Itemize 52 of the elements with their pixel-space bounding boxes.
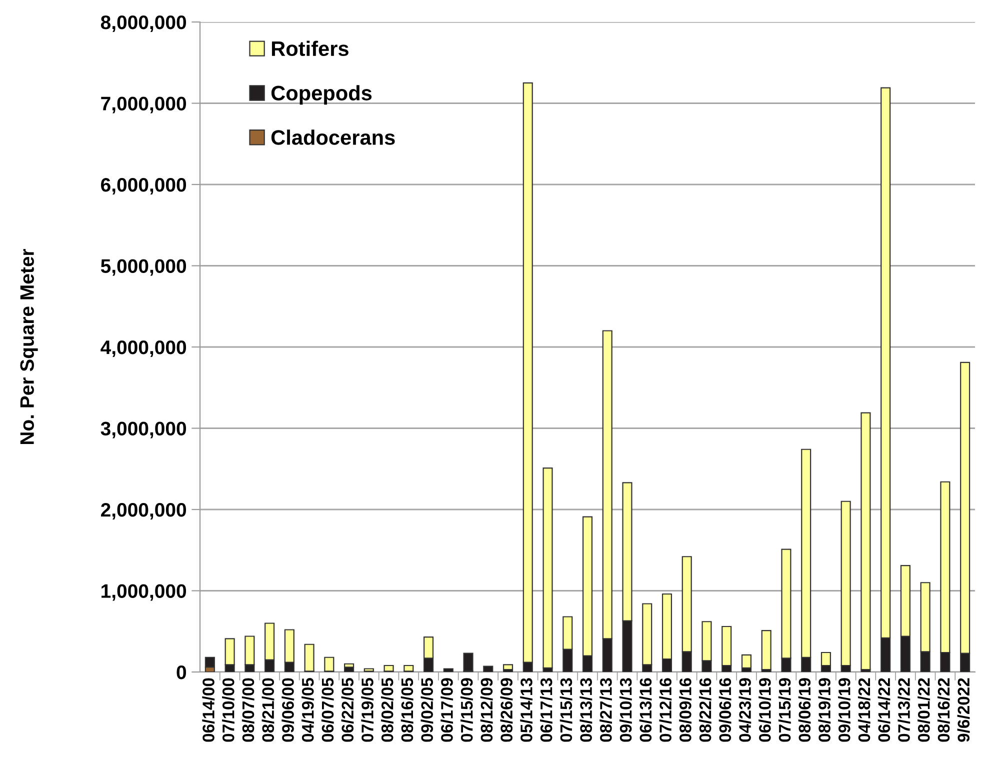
- x-tick-label: 07/12/16: [659, 678, 672, 742]
- legend-label: Rotifers: [272, 40, 348, 56]
- x-tick-label: 08/21/00: [262, 678, 274, 742]
- x-tick-label: 04/19/05: [302, 678, 314, 742]
- x-tick-label: 08/16/22: [937, 678, 950, 742]
- x-tick-label: 08/26/09: [500, 678, 513, 742]
- x-tick-label: 09/10/13: [619, 678, 632, 742]
- y-tick-label: 3,000,000: [100, 422, 186, 438]
- x-tick-label: 08/13/13: [580, 678, 592, 742]
- x-tick-label: 06/14/22: [878, 678, 890, 742]
- y-tick-label: 6,000,000: [101, 178, 186, 195]
- x-tick-label: 06/14/00: [202, 678, 215, 742]
- y-tick-label: 5,000,000: [100, 259, 186, 276]
- x-tick-label: 09/06/16: [718, 678, 732, 742]
- x-tick-label: 06/17/09: [440, 678, 454, 742]
- x-tick-label: 09/06/00: [282, 678, 294, 742]
- x-tick-label: 08/07/00: [242, 678, 254, 742]
- x-tick-label: 07/19/05: [361, 678, 374, 742]
- y-axis-title: No. Per Square Meter: [20, 248, 38, 444]
- y-tick-label: 7,000,000: [101, 96, 186, 114]
- x-tick-label: 08/02/05: [381, 678, 394, 742]
- x-tick-label: 05/14/13: [520, 678, 533, 742]
- y-tick-label: 0: [176, 665, 186, 680]
- x-tick-label: 06/22/05: [341, 678, 354, 742]
- x-tick-label: 09/02/05: [420, 678, 434, 742]
- y-tick-label: 8,000,000: [100, 15, 186, 32]
- y-tick-label: 1,000,000: [102, 584, 186, 601]
- x-tick-label: 07/10/00: [222, 678, 234, 742]
- x-tick-label: 08/12/09: [480, 678, 493, 742]
- x-tick-label: 08/22/16: [698, 678, 712, 742]
- x-tick-label: 06/17/13: [540, 678, 552, 742]
- y-tick-label: 4,000,000: [100, 340, 186, 358]
- x-tick-label: 07/15/09: [460, 678, 473, 742]
- x-tick-label: 09/10/19: [838, 678, 850, 742]
- x-tick-label: 06/10/19: [758, 678, 771, 742]
- y-tick-label: 2,000,000: [100, 502, 186, 520]
- x-tick-label: 08/27/13: [600, 678, 612, 742]
- x-tick-label: 08/19/19: [818, 678, 831, 742]
- x-tick-label: 07/15/13: [560, 678, 572, 742]
- x-tick-label: 08/01/22: [918, 678, 930, 742]
- x-tick-label: 07/13/22: [898, 678, 910, 742]
- legend-label: Copepods: [271, 85, 372, 105]
- legend-label: Cladocerans: [271, 130, 395, 145]
- x-tick-label: 08/16/05: [400, 678, 414, 742]
- x-tick-label: 04/23/19: [738, 678, 752, 742]
- x-tick-label: 06/07/05: [321, 678, 334, 742]
- x-tick-label: 04/18/22: [858, 678, 870, 742]
- x-tick-label: 08/06/19: [798, 678, 811, 742]
- x-tick-label: 07/15/19: [778, 678, 791, 742]
- x-tick-label: 08/09/16: [679, 678, 692, 742]
- x-tick-label: 9/6/2022: [957, 678, 970, 742]
- x-tick-label: 06/13/16: [639, 678, 652, 742]
